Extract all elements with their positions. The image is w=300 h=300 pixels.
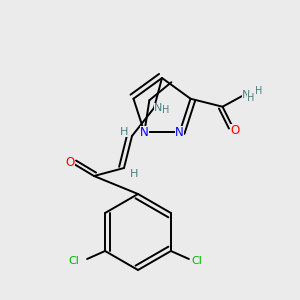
Text: H: H: [255, 86, 262, 96]
Text: H: H: [247, 93, 254, 103]
Text: H: H: [162, 105, 170, 115]
Text: N: N: [154, 103, 162, 113]
Text: H: H: [120, 127, 128, 137]
Text: O: O: [230, 124, 239, 137]
Text: O: O: [65, 155, 75, 169]
Text: Cl: Cl: [191, 256, 202, 266]
Text: H: H: [130, 169, 138, 179]
Text: N: N: [242, 90, 251, 100]
Text: N: N: [140, 126, 149, 139]
Text: N: N: [175, 126, 184, 139]
Text: Cl: Cl: [68, 256, 79, 266]
